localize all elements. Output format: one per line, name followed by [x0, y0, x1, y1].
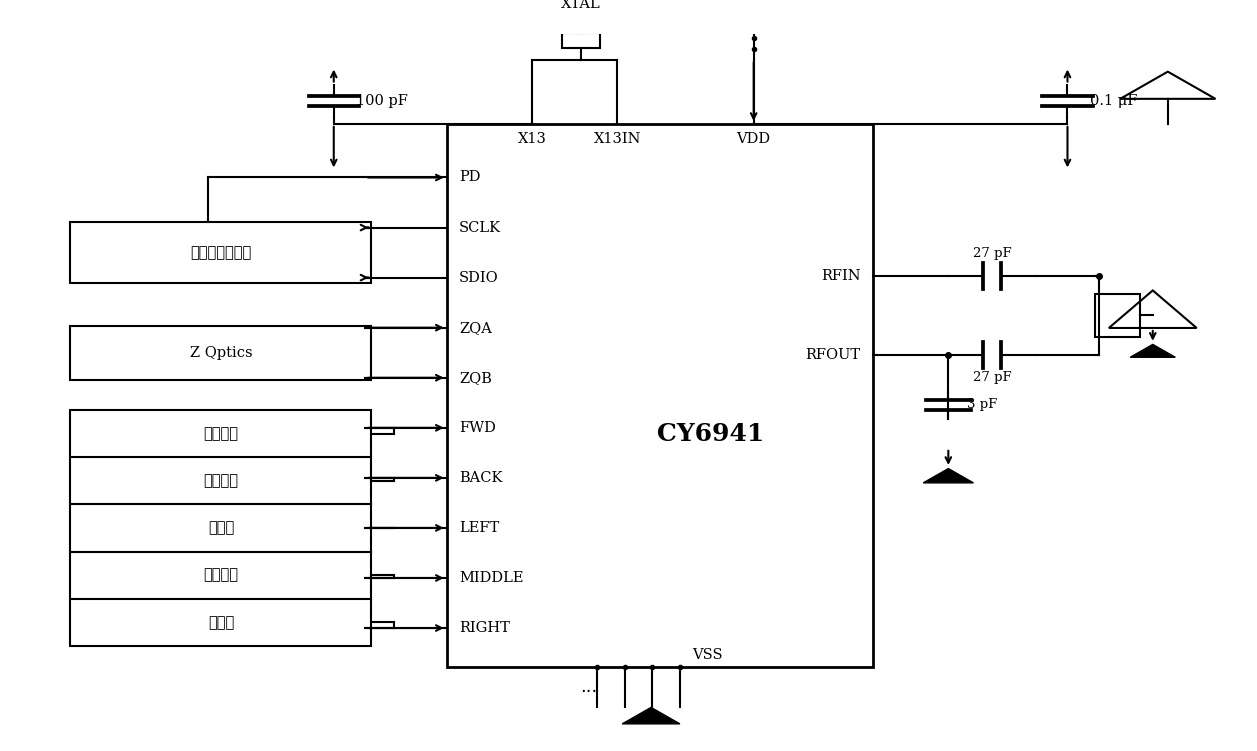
Text: 27 pF: 27 pF: [973, 370, 1012, 384]
Text: ZQA: ZQA: [459, 321, 491, 335]
Polygon shape: [923, 469, 973, 483]
Text: PD: PD: [459, 170, 480, 185]
Text: 左按鈕: 左按鈕: [207, 520, 234, 535]
Bar: [70, 410, 371, 646]
Text: RFOUT: RFOUT: [806, 348, 861, 362]
Bar: [1095, 294, 1140, 337]
Text: BACK: BACK: [459, 471, 503, 485]
Bar: [562, 33, 600, 48]
Text: VSS: VSS: [693, 647, 723, 662]
Polygon shape: [1130, 345, 1175, 357]
Text: RFIN: RFIN: [821, 269, 861, 283]
Text: SDIO: SDIO: [459, 270, 499, 285]
Text: 中间按鈕: 中间按鈕: [204, 568, 239, 583]
Text: ...: ...: [579, 678, 597, 696]
Text: LEFT: LEFT: [459, 521, 499, 535]
Text: SCLK: SCLK: [459, 221, 502, 234]
Text: MIDDLE: MIDDLE: [459, 571, 524, 585]
Text: 3 pF: 3 pF: [967, 399, 997, 412]
Text: RIGHT: RIGHT: [459, 621, 510, 635]
Text: 右按鈕: 右按鈕: [207, 615, 234, 630]
Text: 27 pF: 27 pF: [973, 247, 1012, 261]
Text: 光电鼠标传感器: 光电鼠标传感器: [190, 245, 251, 260]
Polygon shape: [622, 707, 680, 724]
Bar: [70, 326, 371, 379]
Text: Z Qptics: Z Qptics: [190, 345, 253, 360]
Text: 后退按鈕: 后退按鈕: [204, 473, 239, 488]
Bar: [70, 222, 371, 283]
Text: 0.1 μF: 0.1 μF: [1090, 94, 1138, 107]
Bar: [446, 124, 874, 668]
Text: CY6941: CY6941: [657, 421, 764, 445]
Text: FWD: FWD: [459, 421, 497, 435]
Text: X13IN: X13IN: [593, 132, 641, 146]
Text: XTAL: XTAL: [561, 0, 601, 11]
Text: 100 pF: 100 pF: [356, 94, 409, 107]
Text: ZQB: ZQB: [459, 371, 491, 385]
Text: X13: X13: [518, 132, 547, 146]
Text: VDD: VDD: [737, 132, 771, 146]
Text: 向前按鈕: 向前按鈕: [204, 426, 239, 441]
